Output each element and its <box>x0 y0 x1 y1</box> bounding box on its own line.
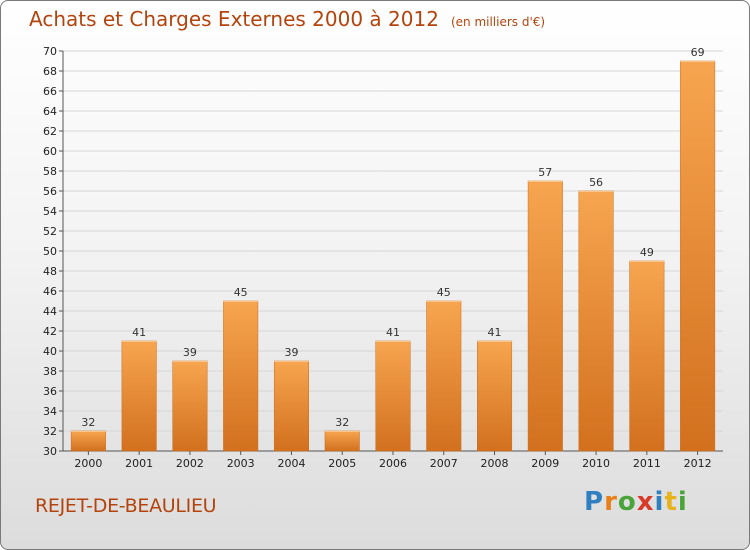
logo-letter: r <box>604 487 618 517</box>
y-tick-label: 38 <box>43 365 57 378</box>
y-tick-label: 34 <box>43 405 57 418</box>
y-tick-label: 68 <box>43 65 57 78</box>
data-label: 41 <box>488 326 502 339</box>
data-label: 39 <box>284 346 298 359</box>
x-tick-label: 2008 <box>481 457 509 470</box>
data-label: 32 <box>81 416 95 429</box>
x-tick-label: 2004 <box>277 457 305 470</box>
data-label: 56 <box>589 176 603 189</box>
y-tick-label: 42 <box>43 325 57 338</box>
y-tick-label: 30 <box>43 445 57 458</box>
x-tick-label: 2007 <box>430 457 458 470</box>
x-tick-label: 2009 <box>531 457 559 470</box>
data-label: 45 <box>234 286 248 299</box>
y-tick-label: 40 <box>43 345 57 358</box>
bar <box>477 340 513 452</box>
bar <box>680 60 716 452</box>
bar <box>121 340 157 452</box>
data-labels: 32 41 39 45 39 32 41 45 41 57 56 49 69 <box>81 46 704 429</box>
y-tick-label: 56 <box>43 185 57 198</box>
bar <box>324 430 360 452</box>
bar <box>426 300 462 452</box>
y-tick-label: 62 <box>43 125 57 138</box>
x-tick-label: 2000 <box>74 457 102 470</box>
commune-name: REJET-DE-BEAULIEU <box>35 495 217 517</box>
logo-letter: i <box>654 487 665 517</box>
x-tick-label: 2010 <box>582 457 610 470</box>
x-tick-label: 2005 <box>328 457 356 470</box>
y-tick-label: 64 <box>43 105 57 118</box>
bar <box>578 190 614 452</box>
y-tick-label: 48 <box>43 265 57 278</box>
x-tick-labels: 2000 2001 2002 2003 2004 2005 2006 2007 2008 2009… <box>74 457 711 470</box>
data-label: 45 <box>437 286 451 299</box>
bar <box>223 300 259 452</box>
bar <box>527 180 563 452</box>
y-tick-label: 46 <box>43 285 57 298</box>
data-label: 57 <box>538 166 552 179</box>
x-tick-label: 2006 <box>379 457 407 470</box>
y-tick-label: 44 <box>43 305 57 318</box>
y-tick-label: 66 <box>43 85 57 98</box>
chart-title: Achats et Charges Externes 2000 à 2012 (e… <box>29 7 545 31</box>
chart-title-text: Achats et Charges Externes 2000 à 2012 <box>29 7 439 31</box>
data-label: 39 <box>183 346 197 359</box>
y-tick-label: 54 <box>43 205 57 218</box>
y-tick-label: 60 <box>43 145 57 158</box>
chart-subtitle: (en milliers d'€) <box>450 15 546 29</box>
x-tick-label: 2011 <box>633 457 661 470</box>
x-tick-label: 2003 <box>227 457 255 470</box>
logo-letter: P <box>584 487 605 517</box>
x-tick-label: 2002 <box>176 457 204 470</box>
x-tick-label: 2012 <box>684 457 712 470</box>
bars <box>70 60 716 452</box>
bar <box>172 360 208 452</box>
x-tick-label: 2001 <box>125 457 153 470</box>
bar <box>273 360 309 452</box>
bar <box>629 260 665 452</box>
proxiti-logo: Proxiti <box>584 487 688 517</box>
logo-letter: x <box>636 487 655 517</box>
data-label: 32 <box>335 416 349 429</box>
bar <box>375 340 411 452</box>
y-tick-labels: 30 32 34 36 38 40 42 44 46 48 50 52 54 56 58 60 62 64 66 68… <box>43 45 57 458</box>
y-tick-label: 32 <box>43 425 57 438</box>
logo-letter: o <box>617 487 637 517</box>
data-label: 41 <box>132 326 146 339</box>
y-tick-label: 58 <box>43 165 57 178</box>
y-tick-label: 52 <box>43 225 57 238</box>
logo-letter: t <box>664 487 678 517</box>
y-tick-label: 70 <box>43 45 57 58</box>
y-tick-label: 36 <box>43 385 57 398</box>
logo-letter: i <box>677 487 688 517</box>
data-label: 49 <box>640 246 654 259</box>
y-tick-label: 50 <box>43 245 57 258</box>
data-label: 41 <box>386 326 400 339</box>
data-label: 69 <box>691 46 705 59</box>
bar <box>70 430 106 452</box>
